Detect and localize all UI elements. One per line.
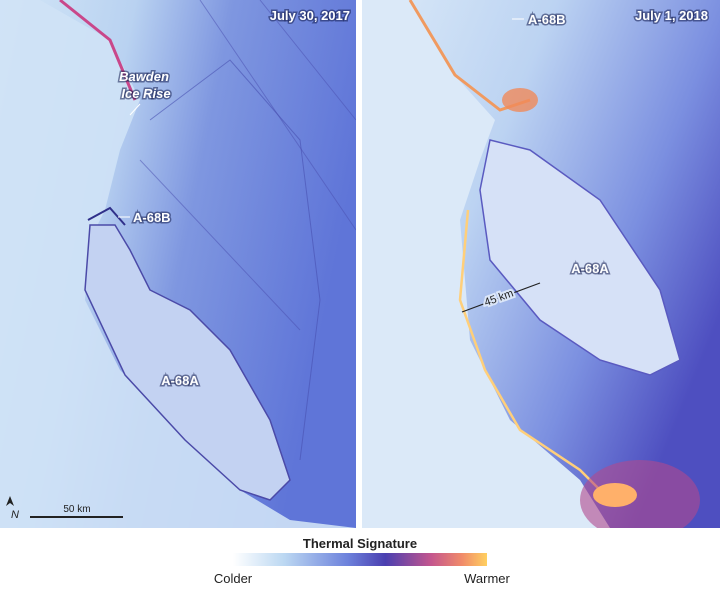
legend: Thermal Signature Colder Warmer [214, 536, 511, 586]
date-label: July 30, 2017 [270, 8, 350, 23]
berg-label: A-68B [133, 210, 171, 225]
berg-label: A-68A [161, 373, 199, 388]
left-labels: July 30, 2017 Bawden Ice Rise A-68B A-68… [6, 7, 352, 521]
leader-line [129, 103, 141, 116]
legend-high: Warmer [464, 571, 510, 586]
place-label: Bawden [119, 69, 169, 84]
berg-label: A-68A [571, 261, 609, 276]
right-image [362, 0, 720, 528]
legend-low: Colder [214, 571, 253, 586]
left-image [0, 0, 356, 528]
date-label: July 1, 2018 [635, 8, 708, 23]
berg-label: A-68B [528, 12, 566, 27]
right-labels: July 1, 2018 A-68B A-68A 45 km [461, 7, 710, 313]
scale-label: 50 km [63, 504, 90, 515]
north-arrow [6, 496, 14, 506]
place-label: Ice Rise [121, 86, 170, 101]
color-bar [233, 553, 487, 566]
legend-title: Thermal Signature [303, 536, 417, 551]
measure-line [461, 282, 541, 313]
north-label: N [11, 509, 19, 521]
